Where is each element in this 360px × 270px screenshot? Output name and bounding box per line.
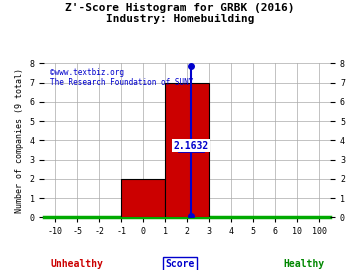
Text: 2.1632: 2.1632 [173,141,208,151]
Text: ©www.textbiz.org
The Research Foundation of SUNY: ©www.textbiz.org The Research Foundation… [50,68,193,87]
Text: Healthy: Healthy [283,259,324,269]
Text: Score: Score [165,259,195,269]
Text: Unhealthy: Unhealthy [50,259,103,269]
Text: Z'-Score Histogram for GRBK (2016)
Industry: Homebuilding: Z'-Score Histogram for GRBK (2016) Indus… [65,3,295,24]
Bar [165,83,209,217]
Bar [121,179,165,217]
Y-axis label: Number of companies (9 total): Number of companies (9 total) [15,68,24,213]
